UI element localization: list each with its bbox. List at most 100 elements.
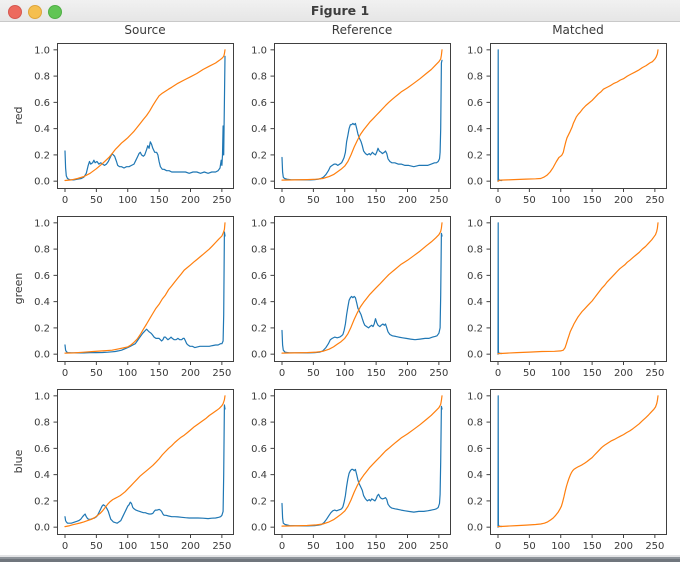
x-tick-label: 200: [614, 368, 633, 379]
y-tick-label: 1.0: [467, 45, 483, 56]
cumulative-line: [281, 222, 443, 354]
axes-frame: [57, 43, 234, 189]
column-title: Reference: [332, 23, 392, 37]
x-tick-label: 150: [367, 541, 386, 552]
x-tick-label: 100: [335, 195, 354, 206]
cumulative-line: [64, 222, 226, 354]
x-tick-label: 100: [335, 541, 354, 552]
subplot-green-matched: 0 50 100 150 200 250 0.0 0.2 0.4 0.6 0.8 1.0: [467, 216, 667, 379]
y-tick-label: 0.0: [251, 350, 267, 361]
y-tick-label: 0.4: [467, 470, 483, 481]
x-tick-label: 250: [645, 541, 664, 552]
window-title: Figure 1: [310, 3, 370, 18]
row-label: red: [12, 106, 25, 124]
x-tick-label: 50: [307, 368, 320, 379]
x-tick-label: 0: [279, 541, 285, 552]
x-tick-label: 50: [90, 195, 103, 206]
y-tick-label: 0.2: [34, 150, 50, 161]
y-tick-label: 0.2: [467, 150, 483, 161]
y-tick-label: 0.0: [251, 523, 267, 534]
x-tick-label: 100: [118, 368, 137, 379]
axes-frame: [57, 389, 234, 535]
window-bottom-edge: [0, 555, 680, 562]
y-tick-label: 0.2: [467, 496, 483, 507]
x-tick-label: 100: [118, 541, 137, 552]
column-title: Source: [124, 23, 165, 37]
x-tick-label: 0: [62, 541, 68, 552]
x-tick-label: 100: [118, 195, 137, 206]
cumulative-line: [281, 395, 443, 527]
x-tick-label: 150: [583, 195, 602, 206]
x-tick-label: 150: [367, 368, 386, 379]
x-tick-label: 0: [495, 368, 501, 379]
x-tick-label: 150: [150, 541, 169, 552]
x-tick-label: 50: [523, 195, 536, 206]
x-tick-label: 0: [62, 368, 68, 379]
x-tick-label: 50: [523, 368, 536, 379]
x-tick-label: 50: [307, 195, 320, 206]
x-tick-label: 250: [212, 541, 231, 552]
y-tick-label: 0.4: [251, 124, 267, 135]
x-tick-label: 100: [551, 541, 570, 552]
axes-frame: [274, 389, 451, 535]
subplot-red-source: 0 50 100 150 200 250 0.0 0.2 0.4 0.6 0.8 1.0 Source r…: [12, 23, 234, 206]
subplot-red-reference: 0 50 100 150 200 250 0.0 0.2 0.4 0.6 0.8 1.0 Referen…: [251, 23, 451, 206]
row-label: blue: [12, 449, 25, 473]
x-tick-label: 100: [551, 368, 570, 379]
x-tick-label: 150: [583, 541, 602, 552]
axes-frame: [274, 43, 451, 189]
x-tick-label: 200: [614, 541, 633, 552]
x-tick-label: 200: [181, 195, 200, 206]
x-tick-label: 250: [645, 368, 664, 379]
y-tick-label: 0.6: [34, 444, 50, 455]
subplot-blue-matched: 0 50 100 150 200 250 0.0 0.2 0.4 0.6 0.8 1.0: [467, 389, 667, 552]
y-tick-label: 0.8: [251, 418, 267, 429]
y-tick-label: 0.2: [34, 496, 50, 507]
y-tick-label: 0.4: [34, 297, 50, 308]
y-tick-label: 1.0: [467, 218, 483, 229]
x-tick-label: 150: [367, 195, 386, 206]
axes-frame: [490, 43, 667, 189]
y-tick-label: 0.0: [34, 350, 50, 361]
x-tick-label: 0: [279, 368, 285, 379]
y-tick-label: 1.0: [251, 218, 267, 229]
y-tick-label: 0.6: [34, 98, 50, 109]
subplot-green-source: 0 50 100 150 200 250 0.0 0.2 0.4 0.6 0.8 1.0 green: [12, 216, 234, 379]
x-tick-label: 0: [495, 195, 501, 206]
y-tick-label: 0.0: [467, 177, 483, 188]
histogram-line: [497, 222, 503, 355]
x-tick-label: 200: [181, 541, 200, 552]
x-tick-label: 150: [150, 195, 169, 206]
axes-frame: [274, 216, 451, 362]
zoom-button[interactable]: [48, 5, 62, 19]
y-tick-label: 0.6: [251, 271, 267, 282]
y-tick-label: 0.0: [34, 177, 50, 188]
figure-canvas: 0 50 100 150 200 250 0.0 0.2 0.4 0.6 0.8 1.0 Source r…: [0, 22, 680, 562]
x-tick-label: 0: [279, 195, 285, 206]
close-button[interactable]: [8, 5, 22, 19]
x-tick-label: 50: [523, 541, 536, 552]
histogram-line: [497, 49, 503, 182]
axes-frame: [57, 216, 234, 362]
cumulative-line: [497, 49, 659, 182]
cumulative-line: [497, 222, 659, 355]
y-tick-label: 1.0: [34, 391, 50, 402]
x-tick-label: 250: [429, 541, 448, 552]
x-tick-label: 100: [335, 368, 354, 379]
y-tick-label: 0.6: [251, 98, 267, 109]
y-tick-label: 0.8: [467, 418, 483, 429]
y-tick-label: 0.4: [34, 124, 50, 135]
subplot-red-matched: 0 50 100 150 200 250 0.0 0.2 0.4 0.6 0.8 1.0 Matched: [467, 23, 667, 206]
histogram-line: [64, 231, 226, 354]
y-tick-label: 0.4: [34, 470, 50, 481]
cumulative-line: [281, 49, 443, 181]
row-label: green: [12, 273, 25, 305]
histogram-line: [64, 55, 226, 181]
y-tick-label: 0.8: [251, 72, 267, 83]
minimize-button[interactable]: [28, 5, 42, 19]
x-tick-label: 250: [429, 195, 448, 206]
x-tick-label: 200: [614, 195, 633, 206]
y-tick-label: 0.6: [34, 271, 50, 282]
y-tick-label: 0.4: [467, 124, 483, 135]
